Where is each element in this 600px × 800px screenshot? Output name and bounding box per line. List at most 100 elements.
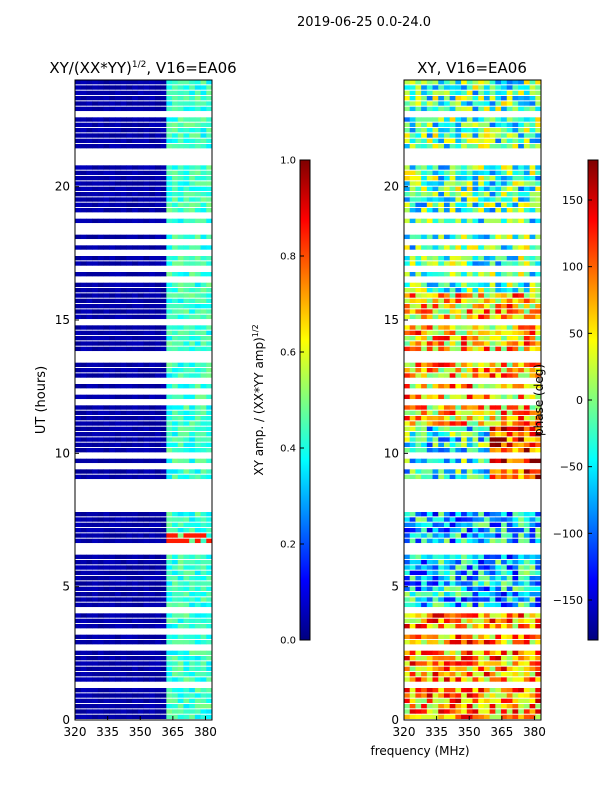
amplitude-cell [177,341,184,346]
amplitude-cell [194,597,201,602]
amplitude-cell [137,197,144,202]
amplitude-cell [160,304,167,309]
amplitude-cell [143,314,150,320]
amplitude-cell [86,410,93,416]
amplitude-cell [120,426,127,432]
amplitude-cell [80,709,87,714]
amplitude-cell [114,138,122,144]
amplitude-cell [75,522,82,528]
amplitude-cell [132,624,139,629]
phase-cell [489,186,496,192]
phase-cell [461,208,468,213]
amplitude-cell [109,533,116,538]
phase-cell [483,634,491,640]
amplitude-cell [172,528,179,533]
amplitude-cell [149,138,156,144]
amplitude-cell [183,128,190,133]
amplitude-cell [194,640,201,645]
phase-cell [466,394,473,400]
phase-cell [495,122,502,128]
amplitude-cell [75,624,82,629]
amplitude-cell [194,448,201,453]
amplitude-cell [160,624,167,629]
phase-cell [535,512,542,517]
phase-cell [449,613,456,618]
phase-cell [518,144,525,149]
amplitude-cell [120,618,127,624]
phase-cell [489,288,496,293]
amplitude-cell [189,122,196,128]
phase-cell [404,698,411,704]
phase-cell [518,554,525,560]
phase-cell [472,410,479,416]
amplitude-cell [149,90,156,96]
amplitude-cell [132,90,139,96]
amplitude-cell [86,448,93,453]
phase-cell [426,432,433,437]
phase-cell [432,522,439,528]
phase-cell [426,133,433,138]
amplitude-cell [75,661,82,666]
amplitude-cell [103,122,110,128]
phase-cell [535,522,542,528]
phase-cell [529,288,536,293]
phase-cell [455,314,462,320]
phase-cell [466,85,473,90]
phase-cell [466,565,473,570]
phase-cell [449,416,456,421]
phase-cbar-tick-label: 0 [576,394,583,407]
amplitude-cell [172,234,179,240]
amplitude-cell [160,208,167,213]
phase-cell [415,293,422,298]
amplitude-cell [97,96,104,101]
phase-cell [501,714,508,720]
phase-cell [404,672,411,677]
phase-cell [415,650,422,656]
phase-cell [415,624,422,629]
phase-cell [512,101,519,106]
amplitude-cell [132,570,139,576]
phase-cell [523,106,530,112]
phase-cell [426,656,433,661]
phase-cell [489,666,496,672]
amplitude-cell [109,256,116,261]
amplitude-cell [143,181,150,186]
phase-cell [432,554,439,560]
amplitude-cell [200,458,207,464]
amplitude-cell [206,288,213,293]
phase-cell [443,522,451,528]
amplitude-cell [177,368,184,373]
amplitude-cell [154,512,162,517]
phase-cell [535,122,542,128]
phase-cell [518,581,525,586]
amplitude-cell [92,640,99,645]
phase-cell [404,341,411,346]
amplitude-cell [97,170,104,176]
phase-cell [506,517,513,522]
phase-cell [421,437,428,442]
phase-cell [483,405,491,410]
amplitude-cell [160,330,167,336]
amplitude-cell [160,410,167,416]
phase-cell [483,554,491,560]
amplitude-cell [86,666,93,672]
amplitude-cell [183,122,190,128]
phase-cell [483,234,491,240]
phase-cell [478,618,485,624]
phase-cell [495,416,502,421]
phase-cell [455,421,462,426]
phase-cell [421,576,428,581]
amplitude-cell [183,672,190,677]
phase-cell [529,96,536,101]
phase-cell [529,202,536,208]
phase-cell [483,80,491,85]
phase-cell [501,96,508,101]
amplitude-xtick-label: 335 [96,725,119,739]
phase-cell [438,298,445,304]
phase-cell [512,442,519,448]
amplitude-cell [120,272,127,277]
amplitude-cell [86,282,93,288]
amplitude-cell [160,618,167,624]
phase-cell [426,368,433,373]
phase-cell [518,677,525,682]
